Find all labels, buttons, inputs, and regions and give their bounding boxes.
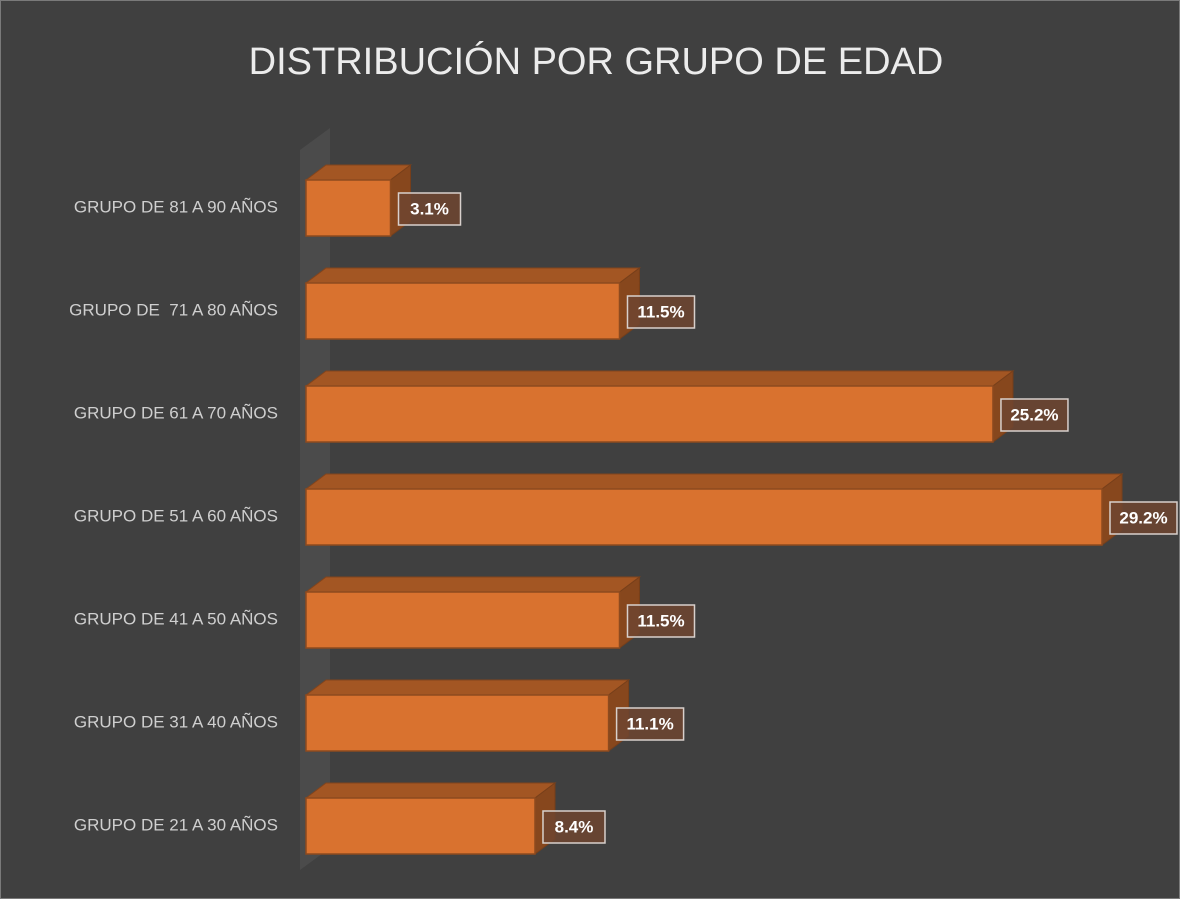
- bar: [304, 267, 641, 340]
- bar-front: [305, 385, 994, 443]
- category-label: GRUPO DE 31 A 40 AÑOS: [74, 712, 278, 731]
- value-label-box: [615, 707, 685, 741]
- bar-front: [305, 797, 536, 855]
- bar-top: [304, 576, 641, 593]
- value-label-box: [542, 810, 606, 844]
- value-label: 11.5%: [637, 611, 684, 630]
- bar-front: [305, 179, 392, 237]
- bar-front: [305, 282, 621, 340]
- category-label: GRUPO DE 21 A 30 AÑOS: [74, 815, 278, 834]
- bar: [304, 370, 1015, 443]
- bar-top: [304, 679, 631, 696]
- value-label-box: [626, 295, 696, 329]
- bar: [304, 576, 641, 649]
- value-label: 11.1%: [626, 714, 673, 733]
- category-label: GRUPO DE 51 A 60 AÑOS: [74, 506, 278, 525]
- value-label-box: [397, 192, 462, 226]
- category-label: GRUPO DE 81 A 90 AÑOS: [74, 197, 278, 216]
- value-label-box: [1000, 398, 1069, 432]
- value-label: 3.1%: [410, 199, 449, 218]
- value-label: 8.4%: [555, 817, 594, 836]
- bar-front: [305, 694, 610, 752]
- value-label: 11.5%: [637, 302, 684, 321]
- bar: [304, 164, 413, 237]
- value-label: 29.2%: [1119, 508, 1167, 527]
- bar-top: [304, 782, 557, 799]
- category-label: GRUPO DE 71 A 80 AÑOS: [69, 300, 278, 319]
- bar: [304, 782, 557, 855]
- value-label: 25.2%: [1010, 405, 1058, 424]
- bar-front: [305, 488, 1103, 546]
- value-label-box: [1109, 501, 1178, 535]
- bar: [304, 473, 1124, 546]
- bar: [304, 679, 631, 752]
- value-label-box: [626, 604, 696, 638]
- bar-front: [305, 591, 621, 649]
- bar-top: [304, 370, 1015, 387]
- category-label: GRUPO DE 41 A 50 AÑOS: [74, 609, 278, 628]
- category-label: GRUPO DE 61 A 70 AÑOS: [74, 403, 278, 422]
- bar-top: [304, 473, 1124, 490]
- chart-title: DISTRIBUCIÓN POR GRUPO DE EDAD: [249, 40, 944, 83]
- bar-top: [304, 267, 641, 284]
